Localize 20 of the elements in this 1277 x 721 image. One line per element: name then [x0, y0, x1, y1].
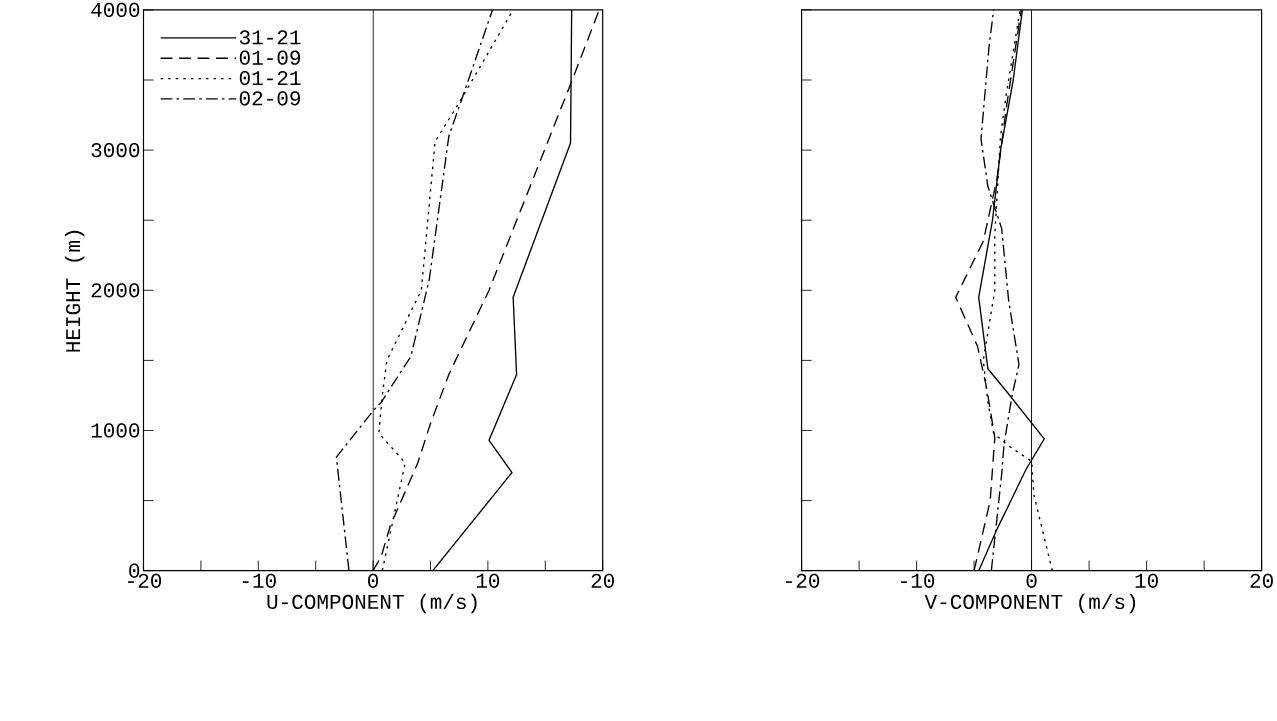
x-axis-title: U-COMPONENT (m/s) [267, 593, 477, 614]
legend-label: 01-21 [239, 71, 301, 86]
legend-label: 01-09 [239, 50, 301, 65]
y-tick-label: 1000 [91, 423, 140, 438]
x-axis-title: V-COMPONENT (m/s) [924, 593, 1136, 614]
x-tick-label: 20 [591, 573, 614, 589]
y-axis-title: HEIGHT (m) [64, 231, 85, 352]
x-tick-label: -10 [242, 573, 276, 589]
legend-label: 31-21 [239, 30, 301, 45]
y-tick-label: 3000 [91, 143, 140, 158]
x-tick-label: 10 [476, 573, 500, 589]
x-tick-label: 0 [368, 573, 379, 589]
legend-label: 02-09 [239, 91, 301, 106]
x-tick-label: -20 [786, 573, 820, 589]
x-tick-label: 0 [1026, 573, 1037, 589]
y-tick-label: 2000 [91, 283, 140, 298]
x-tick-label: -10 [901, 573, 935, 589]
y-tick-label: 4000 [91, 2, 140, 18]
x-tick-label: 10 [1135, 573, 1158, 589]
x-tick-label: 20 [1250, 573, 1273, 589]
